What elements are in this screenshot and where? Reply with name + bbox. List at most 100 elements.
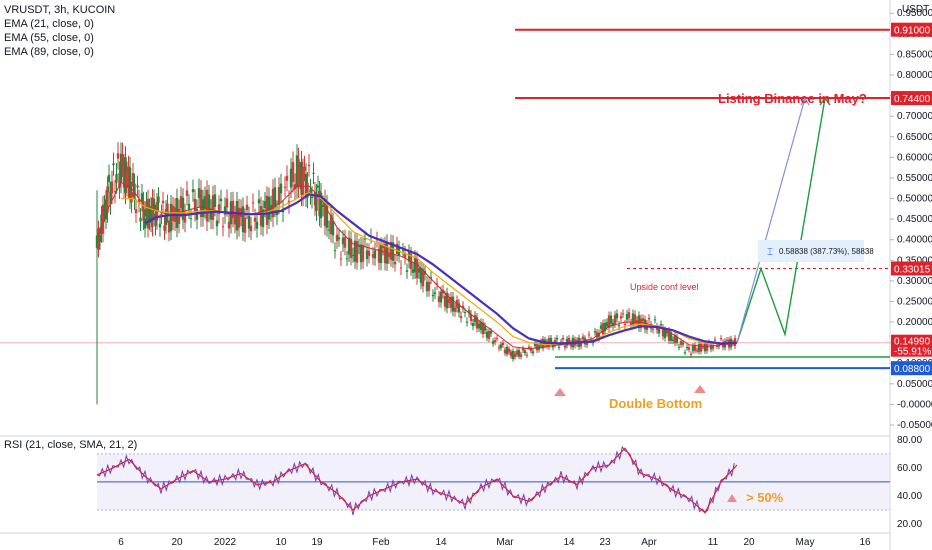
candle-body: [545, 341, 549, 347]
candle-body: [475, 316, 479, 329]
candle-body: [415, 257, 419, 279]
candle-body: [243, 217, 247, 233]
candle-body: [158, 223, 162, 228]
candle-body: [115, 173, 118, 183]
price-tick-label: 0.50000: [897, 194, 932, 205]
candle-body: [259, 205, 263, 226]
candle-body: [225, 198, 229, 208]
candle-body: [663, 330, 667, 339]
candle-body: [561, 337, 565, 340]
candle-body: [103, 204, 106, 214]
candle-body: [215, 220, 219, 227]
candle-body: [711, 345, 715, 349]
price-tick-label: 0.05000: [897, 379, 932, 390]
candle-body: [241, 206, 245, 232]
candle-body: [627, 312, 631, 319]
candle-body: [121, 154, 124, 166]
candle-body: [189, 218, 193, 220]
candle-body: [427, 281, 431, 291]
candle-body: [531, 351, 535, 354]
candle-body: [431, 294, 435, 297]
candle-body: [169, 203, 173, 232]
candle-body: [447, 298, 451, 304]
candle-body: [419, 267, 423, 283]
rsi-sma-line: [96, 447, 738, 514]
candle-body: [719, 338, 723, 340]
candle-body: [471, 323, 475, 327]
candle-body: [445, 292, 449, 309]
candle-body: [695, 350, 699, 352]
candle-body: [587, 334, 591, 336]
candle-body: [559, 341, 563, 343]
candle-body: [373, 250, 377, 259]
candle-body: [677, 346, 681, 348]
candle-body: [160, 213, 163, 215]
candle-body: [541, 338, 545, 349]
price-tick-label: -0.05000: [897, 420, 932, 431]
price-tick-label: 0.35000: [897, 255, 932, 266]
candle-body: [223, 206, 227, 215]
upside-conf-tag-label: 0.33015: [894, 264, 931, 275]
candle-body: [257, 199, 261, 204]
candle-body: [623, 324, 627, 326]
candle-body: [154, 213, 157, 227]
candle-body: [249, 225, 253, 232]
candle-body: [187, 203, 191, 210]
candle-body: [122, 165, 126, 188]
candle-body: [107, 174, 111, 182]
price-tick-label: 0.70000: [897, 111, 932, 122]
candle-body: [167, 220, 171, 233]
candle-body: [685, 346, 689, 349]
candle-body: [329, 214, 333, 234]
candle-body: [469, 313, 473, 321]
candle-body: [503, 349, 507, 354]
candle-body: [359, 244, 363, 263]
candle-body: [110, 181, 114, 194]
candle-body: [211, 195, 215, 220]
candle-body: [697, 343, 701, 352]
candle-body: [303, 166, 306, 171]
candle-body: [691, 345, 695, 352]
candle-body: [293, 184, 297, 190]
candle-body: [151, 198, 154, 228]
candle-body: [725, 339, 729, 341]
price-tick-label: 0.80000: [897, 70, 932, 81]
projection-green-path: [736, 97, 826, 343]
candle-body: [118, 172, 121, 188]
candle-body: [417, 268, 421, 273]
candle-body: [581, 336, 585, 340]
candle-body: [527, 347, 531, 349]
resistance-tag-label: 0.91000: [894, 26, 931, 37]
candle-body: [349, 238, 353, 258]
time-tick-label: 19: [311, 537, 323, 548]
candle-body: [301, 169, 305, 196]
candle-body: [289, 168, 293, 188]
candle-body: [605, 322, 609, 327]
projection-green-arrowhead: [819, 96, 831, 106]
candle-body: [389, 241, 393, 260]
time-tick-label: 2022: [214, 537, 237, 548]
candle-body: [407, 251, 411, 262]
candle-body: [306, 182, 309, 198]
price-tick-label: 0.30000: [897, 276, 932, 287]
candle-body: [509, 351, 513, 357]
candle-body: [459, 316, 463, 319]
candle-body: [485, 331, 489, 338]
candle-body: [279, 183, 283, 194]
candle-body: [603, 322, 607, 332]
measure-annotation: 0.58838 (387.73%), 58838: [779, 247, 874, 256]
candle-body: [145, 201, 148, 217]
candle-body: [367, 250, 371, 256]
candle-body: [709, 344, 713, 350]
candle-body: [227, 221, 231, 229]
candle-body: [439, 291, 443, 303]
candle-body: [555, 337, 559, 340]
candle-body: [128, 167, 132, 199]
candle-body: [271, 188, 275, 218]
candle-body: [639, 318, 643, 328]
candle-body: [291, 162, 295, 182]
candle-body: [625, 314, 629, 320]
candle-body: [119, 153, 123, 182]
candle-body: [549, 337, 553, 343]
